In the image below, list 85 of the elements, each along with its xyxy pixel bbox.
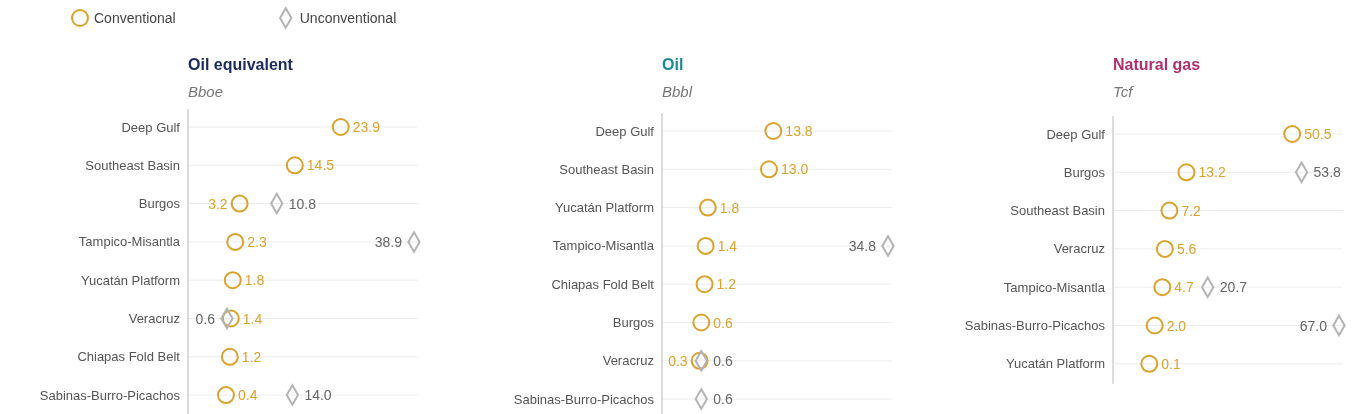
data-label: 67.0 (1299, 317, 1328, 334)
data-label: 10.8 (288, 195, 317, 212)
y-tick-label: Tampico-Misantla (1003, 279, 1106, 295)
chart-title: Natural gas (1113, 56, 1201, 73)
point (1145, 316, 1164, 335)
data-label: 13.0 (780, 161, 809, 178)
chart-subtitle: Bbbl (662, 83, 693, 100)
point (1283, 125, 1302, 143)
data-label: 50.5 (1304, 126, 1332, 142)
data-label: 20.7 (1219, 279, 1248, 296)
y-tick-label: Yucatán Platform (1006, 356, 1105, 372)
data-label: 23.9 (352, 119, 381, 135)
y-tick-label: Burgos (138, 196, 181, 212)
data-label: 1.4 (717, 237, 738, 254)
point (331, 118, 350, 136)
y-tick-label: Veracruz (602, 353, 654, 369)
y-tick-label: Burgos (612, 315, 655, 330)
point (696, 236, 715, 255)
data-label: 2.3 (247, 233, 267, 250)
y-tick-label: Southeast Basin (85, 157, 180, 173)
point (221, 309, 240, 328)
point (1160, 201, 1179, 220)
y-tick-label: Deep Gulf (121, 119, 181, 135)
point (690, 351, 709, 370)
data-label: 0.6 (713, 352, 733, 369)
y-tick-label: Burgos (1063, 164, 1106, 180)
point (1153, 278, 1172, 297)
data-label: 13.2 (1198, 164, 1226, 181)
data-label: 1.4 (242, 310, 263, 327)
y-tick-label: Yucatán Platform (555, 200, 654, 216)
data-label: 14.5 (306, 157, 335, 174)
data-label: 0.6 (195, 310, 216, 327)
legend-label: Unconventional (299, 10, 397, 26)
point (1155, 239, 1174, 258)
y-tick-label: Veracruz (128, 311, 180, 326)
point (760, 160, 778, 179)
data-label: 13.8 (785, 123, 813, 139)
data-label: 34.8 (848, 237, 877, 254)
chart-title: Oil (662, 56, 684, 73)
point (698, 198, 717, 217)
data-label: 0.6 (713, 391, 733, 408)
point (220, 347, 239, 366)
y-tick-label: Southeast Basin (559, 161, 654, 177)
chart-subtitle: Bboe (188, 83, 224, 100)
y-tick-label: Tampico-Misantla (78, 234, 181, 250)
y-tick-label: Deep Gulf (1046, 126, 1106, 142)
y-tick-label: Tampico-Misantla (552, 238, 655, 254)
y-tick-label: Chiapas Fold Belt (77, 349, 181, 365)
data-label: 1.8 (719, 199, 740, 216)
point (230, 194, 249, 213)
point (695, 275, 714, 294)
point (223, 271, 242, 290)
chart-subtitle: Tcf (1113, 83, 1135, 100)
y-tick-label: Southeast Basin (1010, 203, 1105, 219)
y-tick-label: Sabinas-Burro-Picachos (39, 387, 181, 403)
data-label: 38.9 (374, 233, 403, 250)
y-tick-label: Sabinas-Burro-Picachos (513, 391, 655, 407)
data-label: 5.6 (1176, 240, 1197, 257)
point (1140, 354, 1159, 373)
data-label: 14.0 (304, 387, 332, 404)
y-tick-label: Chiapas Fold Belt (551, 276, 655, 292)
data-label: 2.0 (1166, 317, 1187, 334)
data-label: 7.2 (1181, 202, 1202, 219)
point (692, 313, 711, 332)
y-tick-label: Deep Gulf (595, 123, 655, 139)
point (216, 386, 235, 405)
y-tick-label: Veracruz (1053, 241, 1105, 257)
point (764, 122, 783, 140)
data-label: 0.6 (713, 314, 733, 331)
data-label: 3.2 (208, 195, 228, 212)
y-tick-label: Sabinas-Burro-Picachos (964, 318, 1106, 333)
chart-title: Oil equivalent (188, 56, 294, 73)
data-label: 4.7 (1174, 279, 1194, 296)
data-label: 53.8 (1313, 164, 1342, 181)
y-tick-label: Yucatán Platform (81, 272, 180, 288)
data-label: 1.8 (244, 272, 265, 289)
legend-label: Conventional (94, 10, 176, 26)
data-label: 0.3 (668, 352, 688, 369)
data-label: 0.1 (1161, 355, 1181, 372)
point (1177, 163, 1196, 182)
point (226, 232, 245, 251)
data-label: 0.4 (237, 387, 258, 404)
data-label: 1.2 (241, 348, 262, 365)
data-label: 1.2 (716, 276, 737, 293)
point (285, 156, 304, 175)
